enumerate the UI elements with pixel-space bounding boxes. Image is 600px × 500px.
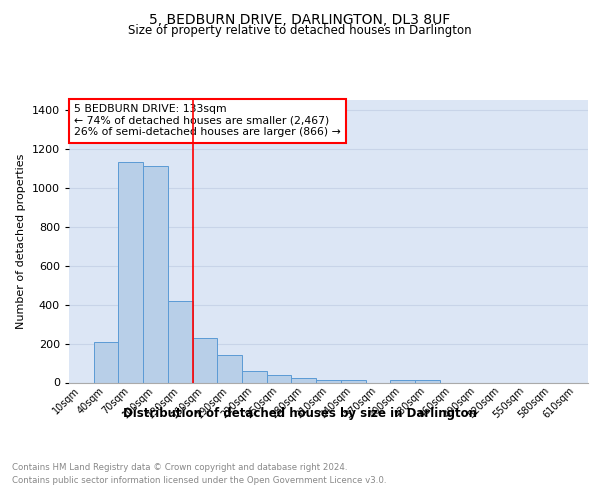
Bar: [292, 378, 316, 382]
Y-axis label: Number of detached properties: Number of detached properties: [16, 154, 26, 329]
Bar: [341, 380, 365, 382]
Bar: [217, 355, 242, 382]
Bar: [316, 380, 341, 382]
Text: Size of property relative to detached houses in Darlington: Size of property relative to detached ho…: [128, 24, 472, 37]
Text: 5, BEDBURN DRIVE, DARLINGTON, DL3 8UF: 5, BEDBURN DRIVE, DARLINGTON, DL3 8UF: [149, 12, 451, 26]
Text: Distribution of detached houses by size in Darlington: Distribution of detached houses by size …: [123, 408, 477, 420]
Bar: [415, 380, 440, 382]
Bar: [267, 374, 292, 382]
Bar: [390, 380, 415, 382]
Bar: [168, 300, 193, 382]
Text: Contains public sector information licensed under the Open Government Licence v3: Contains public sector information licen…: [12, 476, 386, 485]
Text: Contains HM Land Registry data © Crown copyright and database right 2024.: Contains HM Land Registry data © Crown c…: [12, 462, 347, 471]
Bar: [193, 338, 217, 382]
Bar: [143, 166, 168, 382]
Bar: [118, 162, 143, 382]
Bar: [242, 371, 267, 382]
Text: 5 BEDBURN DRIVE: 133sqm
← 74% of detached houses are smaller (2,467)
26% of semi: 5 BEDBURN DRIVE: 133sqm ← 74% of detache…: [74, 104, 341, 138]
Bar: [94, 342, 118, 382]
